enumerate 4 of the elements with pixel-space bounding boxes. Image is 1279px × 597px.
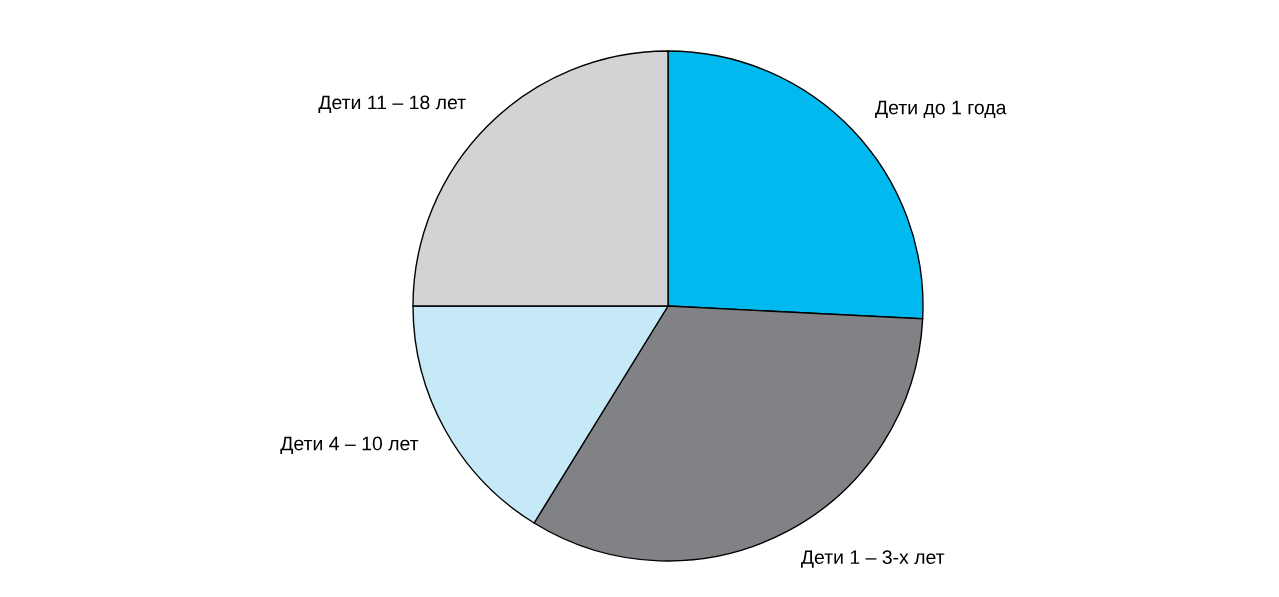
- slice-label: Дети до 1 года: [875, 100, 1007, 119]
- slice-label: Дети 1 – 3-х лет: [800, 550, 945, 568]
- slice-label: Дети 11 – 18 лет: [318, 95, 466, 113]
- slice-label: Дети 4 – 10 лет: [280, 436, 419, 455]
